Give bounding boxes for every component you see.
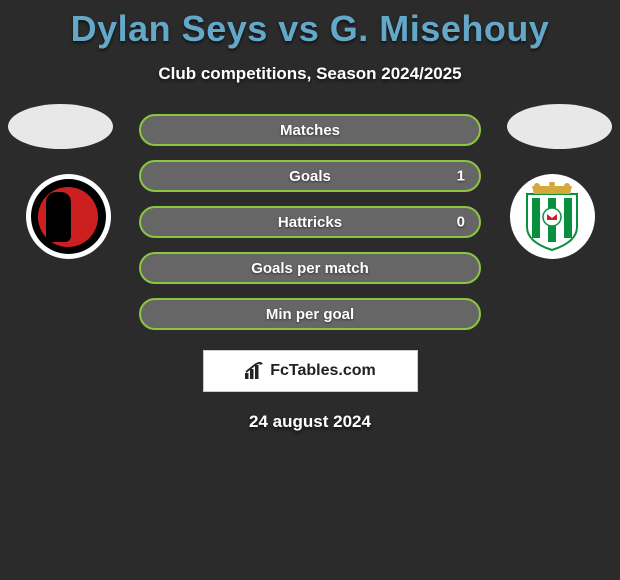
stat-label: Goals per match — [251, 260, 369, 277]
stat-row-goals-per-match: Goals per match — [139, 252, 481, 284]
stat-value-right: 1 — [457, 168, 465, 185]
fctables-label: FcTables.com — [270, 362, 376, 380]
stat-row-min-per-goal: Min per goal — [139, 298, 481, 330]
stat-row-matches: Matches — [139, 114, 481, 146]
fctables-watermark[interactable]: FcTables.com — [203, 350, 418, 392]
stat-row-hattricks: Hattricks 0 — [139, 206, 481, 238]
bar-chart-icon — [244, 362, 266, 380]
club-crest-right — [502, 174, 602, 259]
player-avatar-left — [8, 104, 113, 149]
comparison-content: Matches Goals 1 Hattricks 0 Goals per ma… — [0, 114, 620, 432]
date-label: 24 august 2024 — [0, 412, 620, 432]
page-title: Dylan Seys vs G. Misehouy — [0, 0, 620, 50]
stat-label: Matches — [280, 122, 340, 139]
stat-label: Hattricks — [278, 214, 342, 231]
stat-label: Min per goal — [266, 306, 354, 323]
betis-shield-icon — [522, 182, 582, 252]
stat-value-right: 0 — [457, 214, 465, 231]
club-crest-left — [18, 174, 118, 259]
player-avatar-right — [507, 104, 612, 149]
subtitle: Club competitions, Season 2024/2025 — [0, 64, 620, 84]
stat-row-goals: Goals 1 — [139, 160, 481, 192]
stat-label: Goals — [289, 168, 331, 185]
